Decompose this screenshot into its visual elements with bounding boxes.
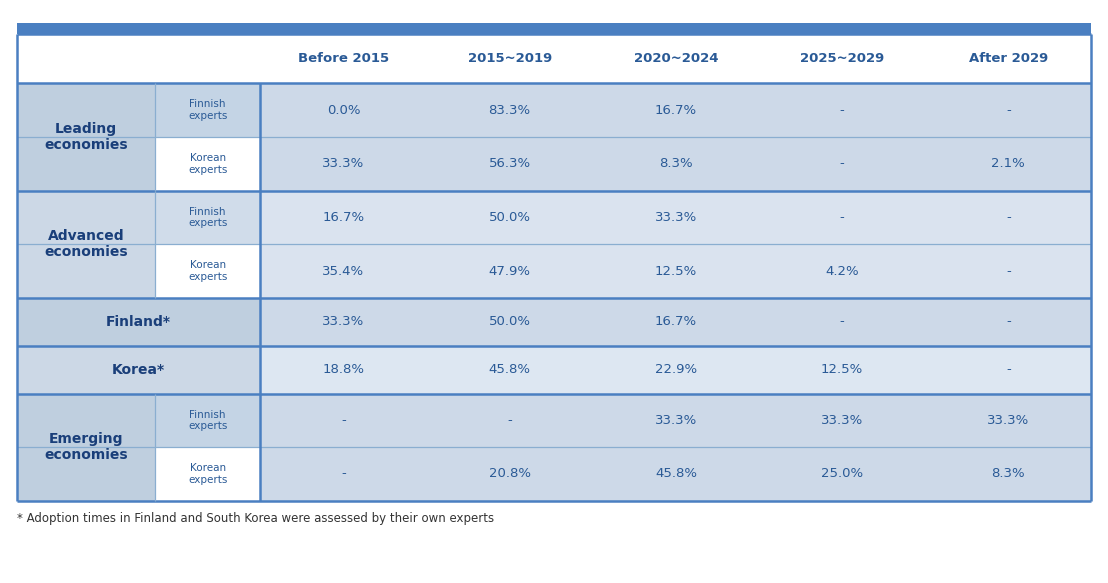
Text: -: - — [840, 211, 844, 224]
Text: 12.5%: 12.5% — [655, 265, 697, 278]
Text: 56.3%: 56.3% — [489, 157, 531, 170]
Text: -: - — [1006, 211, 1010, 224]
Text: Before 2015: Before 2015 — [298, 52, 389, 65]
Bar — [155, 191, 260, 244]
Text: -: - — [1006, 363, 1010, 376]
Text: -: - — [341, 414, 346, 427]
Text: Advanced
economies: Advanced economies — [44, 229, 127, 259]
Text: 2025~2029: 2025~2029 — [800, 52, 884, 65]
Text: 2020~2024: 2020~2024 — [634, 52, 718, 65]
Text: -: - — [840, 315, 844, 328]
Text: 16.7%: 16.7% — [655, 315, 697, 328]
Text: -: - — [1006, 265, 1010, 278]
Bar — [17, 298, 260, 346]
Bar — [260, 298, 1091, 346]
Text: 12.5%: 12.5% — [821, 363, 863, 376]
Text: -: - — [1006, 104, 1010, 117]
Bar — [17, 23, 1091, 34]
Text: 25.0%: 25.0% — [821, 468, 863, 480]
Text: 33.3%: 33.3% — [322, 157, 365, 170]
Text: 22.9%: 22.9% — [655, 363, 697, 376]
Text: Korean
experts: Korean experts — [188, 260, 227, 282]
Text: Finland*: Finland* — [106, 315, 171, 329]
Text: -: - — [1006, 315, 1010, 328]
Bar — [17, 447, 155, 501]
Text: Korea*: Korea* — [112, 363, 165, 377]
Text: -: - — [840, 157, 844, 170]
Text: 16.7%: 16.7% — [655, 104, 697, 117]
Text: After 2029: After 2029 — [968, 52, 1048, 65]
Bar — [155, 244, 260, 298]
Text: 33.3%: 33.3% — [655, 414, 697, 427]
Text: 33.3%: 33.3% — [322, 315, 365, 328]
Bar — [17, 83, 155, 137]
Bar — [155, 447, 260, 501]
Bar — [260, 447, 1091, 501]
Text: 83.3%: 83.3% — [489, 104, 531, 117]
Bar — [260, 83, 1091, 137]
Text: 33.3%: 33.3% — [655, 211, 697, 224]
Text: 8.3%: 8.3% — [659, 157, 692, 170]
Text: -: - — [840, 104, 844, 117]
Text: 2.1%: 2.1% — [992, 157, 1025, 170]
Text: Finnish
experts: Finnish experts — [188, 206, 227, 229]
Bar — [260, 394, 1091, 447]
Bar — [260, 137, 1091, 191]
Text: * Adoption times in Finland and South Korea were assessed by their own experts: * Adoption times in Finland and South Ko… — [17, 512, 494, 525]
Text: 47.9%: 47.9% — [489, 265, 531, 278]
Bar — [155, 394, 260, 447]
Bar — [17, 244, 155, 298]
Bar — [260, 244, 1091, 298]
Text: 50.0%: 50.0% — [489, 315, 531, 328]
Bar — [17, 394, 155, 447]
Bar — [155, 83, 260, 137]
Text: 50.0%: 50.0% — [489, 211, 531, 224]
Bar — [17, 191, 155, 244]
Text: 45.8%: 45.8% — [489, 363, 531, 376]
Text: Finnish
experts: Finnish experts — [188, 99, 227, 121]
Text: 0.0%: 0.0% — [327, 104, 360, 117]
Text: Korean
experts: Korean experts — [188, 153, 227, 175]
Text: Finnish
experts: Finnish experts — [188, 409, 227, 431]
Text: 20.8%: 20.8% — [489, 468, 531, 480]
Text: 45.8%: 45.8% — [655, 468, 697, 480]
Text: -: - — [341, 468, 346, 480]
Text: Leading
economies: Leading economies — [44, 122, 127, 152]
Text: 33.3%: 33.3% — [987, 414, 1029, 427]
Text: Korean
experts: Korean experts — [188, 463, 227, 485]
Text: Emerging
economies: Emerging economies — [44, 432, 127, 462]
Bar — [17, 346, 260, 394]
Text: -: - — [507, 414, 512, 427]
Bar — [155, 137, 260, 191]
Text: 8.3%: 8.3% — [992, 468, 1025, 480]
Text: 18.8%: 18.8% — [322, 363, 365, 376]
Text: 4.2%: 4.2% — [825, 265, 859, 278]
Text: 16.7%: 16.7% — [322, 211, 365, 224]
Text: 2015~2019: 2015~2019 — [468, 52, 552, 65]
Bar — [260, 191, 1091, 244]
Bar — [17, 137, 155, 191]
Text: 35.4%: 35.4% — [322, 265, 365, 278]
Bar — [17, 34, 1091, 83]
Bar — [260, 346, 1091, 394]
Text: 33.3%: 33.3% — [821, 414, 863, 427]
